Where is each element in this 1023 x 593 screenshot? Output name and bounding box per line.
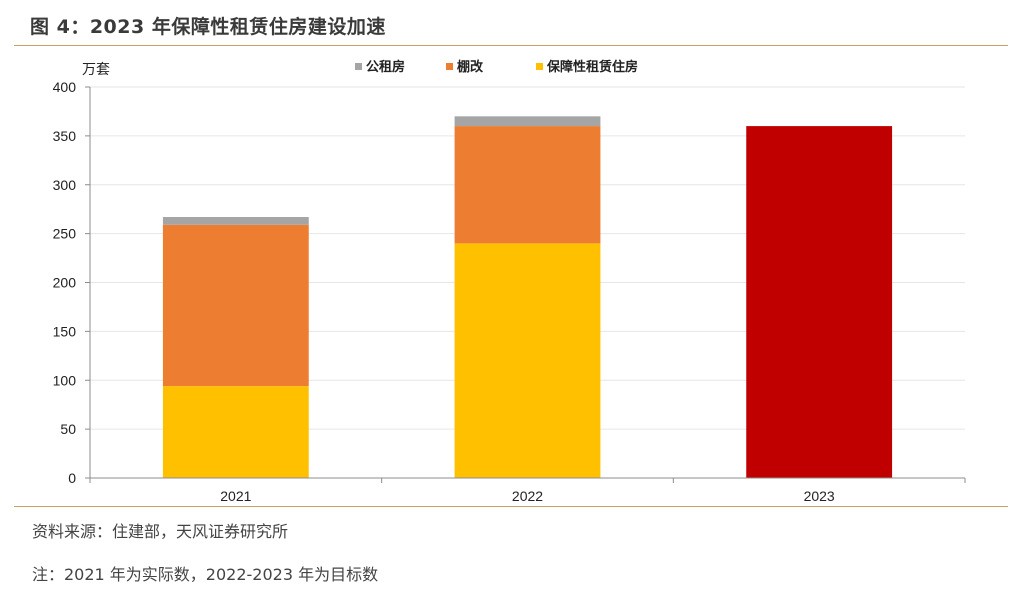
bar-公租房-2021 (162, 217, 309, 225)
y-tick-label-200: 200 (53, 275, 77, 291)
x-tick-label-2021: 2021 (220, 488, 251, 504)
bar-公租房-2022 (454, 116, 601, 127)
y-tick-label-100: 100 (53, 372, 77, 388)
axes (85, 86, 966, 483)
y-tick-label-0: 0 (68, 470, 76, 486)
bar-棚改-2022 (454, 126, 601, 244)
legend-label-棚改: 棚改 (457, 59, 484, 75)
y-tick-label-300: 300 (53, 177, 77, 193)
legend-swatch-公租房 (355, 63, 362, 70)
footnote: 注：2021 年为实际数，2022-2023 年为目标数 (32, 565, 379, 584)
y-tick-label-250: 250 (53, 226, 77, 242)
legend-swatch-棚改 (446, 63, 453, 70)
bar-保障性租赁住房-2021 (162, 386, 309, 478)
bar-total-2023 (746, 126, 893, 478)
x-tick-label-2023: 2023 (804, 488, 835, 504)
chart-legend: 公租房 棚改 保障性租赁住房 (355, 59, 638, 75)
legend-label-保障性租赁住房: 保障性租赁住房 (546, 59, 638, 75)
bar-保障性租赁住房-2022 (454, 243, 601, 478)
legend-swatch-保障性租赁住房 (536, 63, 543, 70)
stacked-bar-chart: 万套 公租房 棚改 保障性租赁住房 0 50 100 150 200 250 300 350 400… (53, 59, 966, 504)
figure-title: 图 4：2023 年保障性租赁住房建设加速 (30, 16, 386, 38)
bar-棚改-2021 (162, 224, 309, 387)
y-tick-label-150: 150 (53, 323, 77, 339)
x-tick-labels: 2021 2022 2023 (220, 488, 835, 504)
y-tick-label-50: 50 (60, 421, 76, 437)
title-divider (14, 45, 1008, 46)
x-tick-label-2022: 2022 (512, 488, 543, 504)
y-tick-labels: 0 50 100 150 200 250 300 350 400 (53, 79, 77, 486)
y-tick-label-350: 350 (53, 128, 77, 144)
legend-label-公租房: 公租房 (366, 59, 405, 75)
y-tick-label-400: 400 (53, 79, 77, 95)
bar-group (162, 116, 893, 478)
source-note: 资料来源：住建部，天风证券研究所 (32, 522, 289, 541)
y-axis-unit-label: 万套 (82, 62, 110, 78)
source-divider (14, 506, 1008, 507)
